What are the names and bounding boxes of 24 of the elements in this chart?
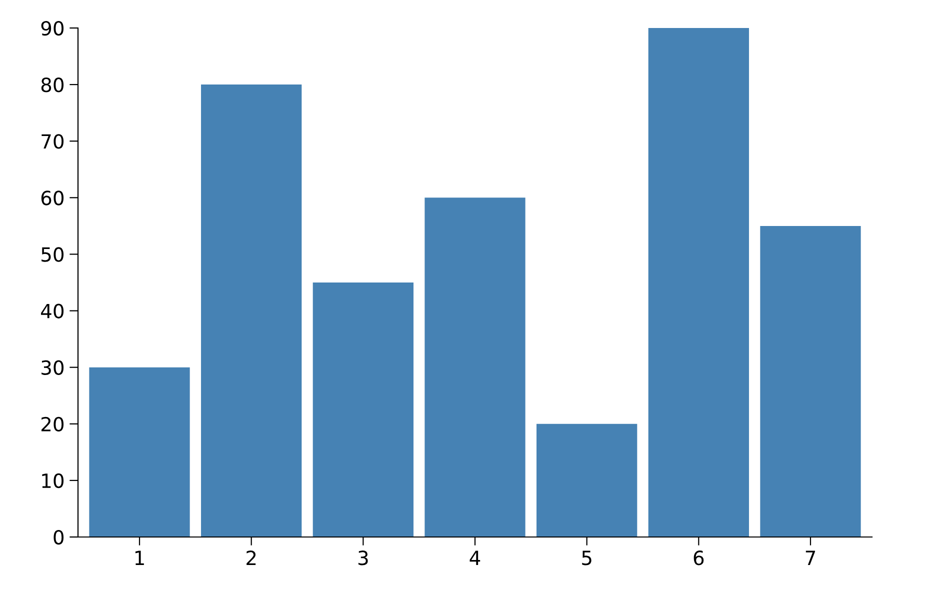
x-tick-label: 3: [358, 550, 368, 566]
y-tick-label: 20: [41, 416, 64, 432]
bar: [201, 84, 302, 537]
bar: [760, 226, 861, 537]
y-tick-label: 90: [41, 20, 64, 36]
y-tick-label: 40: [41, 304, 64, 318]
x-tick-label: 5: [582, 550, 592, 566]
x-tick-label: 2: [246, 550, 256, 565]
bar: [424, 198, 526, 537]
bar: [89, 367, 190, 537]
x-tick-label: 1: [135, 550, 144, 565]
y-tick-label: 50: [42, 247, 64, 262]
y-tick-label: 70: [42, 134, 64, 149]
y-tick-label: 80: [41, 78, 64, 92]
x-tick-label: 6: [694, 550, 704, 566]
y-tick-label: 60: [41, 190, 64, 206]
y-tick-label: 30: [42, 360, 64, 375]
y-tick-label: 10: [42, 473, 64, 488]
x-tick-label: 4: [470, 550, 480, 565]
bar: [648, 28, 749, 537]
x-tick-label: 7: [806, 550, 816, 565]
bar: [312, 282, 414, 537]
bar: [536, 424, 638, 537]
y-tick-label: 0: [54, 530, 64, 545]
